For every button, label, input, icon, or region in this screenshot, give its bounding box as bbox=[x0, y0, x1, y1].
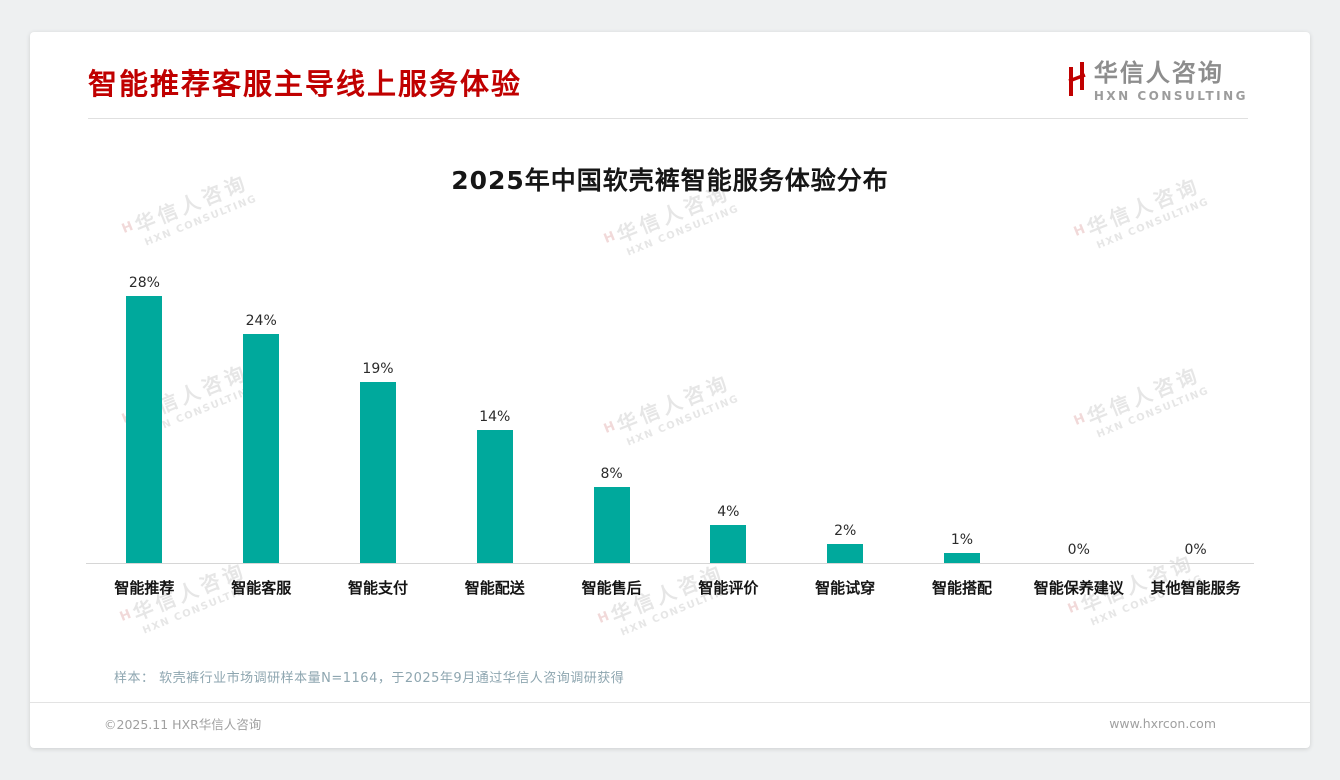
bar-column: 1% bbox=[904, 532, 1021, 563]
bar-value-label: 28% bbox=[128, 275, 160, 292]
category-label: 智能搭配 bbox=[931, 579, 992, 597]
bar-value-label: 14% bbox=[479, 408, 511, 425]
logo-company-tagline: HXN CONSULTING bbox=[1093, 88, 1248, 103]
bar bbox=[126, 296, 163, 563]
bar-column: 28% bbox=[86, 275, 203, 563]
bar-value-label: 0% bbox=[1184, 542, 1207, 558]
category-label: 智能试穿 bbox=[815, 579, 876, 597]
copyright-text: ©2025.11 HXR华信人咨询 bbox=[104, 717, 262, 732]
logo-company-name: 华信人咨询 bbox=[1093, 59, 1224, 88]
category-labels-row: 智能推荐 智能客服 智能支付 智能配送 智能售后 智能评价 智能试穿 智能搭配 智能保养建议 其他… bbox=[86, 564, 1254, 598]
bar bbox=[943, 553, 980, 563]
header: 智能推荐客服主导线上服务体验 华信人咨询 HXN CONSULTING bbox=[88, 32, 1248, 119]
website-text: www.hxrcon.com bbox=[1109, 716, 1216, 731]
category-label: 智能保养建议 bbox=[1033, 579, 1124, 597]
x-axis-line bbox=[86, 563, 1254, 564]
bar-column: 24% bbox=[203, 313, 320, 563]
page-title: 智能推荐客服主导线上服务体验 bbox=[88, 67, 523, 101]
bar-value-label: 19% bbox=[362, 360, 394, 377]
bar-value-label: 2% bbox=[834, 522, 857, 539]
bar-column: 0% bbox=[1020, 542, 1137, 563]
logo-mark-icon bbox=[1067, 60, 1087, 104]
bar-column: 4% bbox=[670, 504, 787, 563]
category-label: 智能评价 bbox=[698, 579, 759, 597]
bar bbox=[827, 543, 864, 563]
bar-value-label: 8% bbox=[600, 465, 623, 482]
chart-section: 2025年中国软壳裤智能服务体验分布 28% 24% 19% 14% 8% 4% 2% 1% 0… bbox=[30, 119, 1310, 598]
watermark-mark-icon: H bbox=[595, 608, 612, 627]
bar bbox=[476, 429, 513, 563]
bar-column: 2% bbox=[787, 523, 904, 563]
category-label: 智能推荐 bbox=[114, 579, 175, 597]
bar-column: 14% bbox=[436, 409, 553, 563]
category-label: 其他智能服务 bbox=[1150, 579, 1241, 597]
category-label: 智能客服 bbox=[231, 579, 292, 597]
watermark-mark-icon: H bbox=[1065, 598, 1082, 617]
bar-column: 8% bbox=[553, 466, 670, 563]
bar-value-label: 0% bbox=[1067, 542, 1090, 558]
sample-note: 样本： 软壳裤行业市场调研样本量N=1164，于2025年9月通过华信人咨询调研… bbox=[114, 671, 625, 686]
category-label: 智能支付 bbox=[347, 579, 408, 597]
bar-value-label: 4% bbox=[717, 503, 740, 520]
category-label: 智能配送 bbox=[464, 579, 525, 597]
footer: ©2025.11 HXR华信人咨询 www.hxrcon.com bbox=[30, 702, 1310, 748]
bar bbox=[593, 486, 630, 563]
bar-value-label: 24% bbox=[245, 313, 277, 330]
bar bbox=[710, 524, 747, 563]
report-card: 智能推荐客服主导线上服务体验 华信人咨询 HXN CONSULTING 2025… bbox=[30, 32, 1310, 748]
watermark-mark-icon: H bbox=[117, 606, 134, 625]
chart-title: 2025年中国软壳裤智能服务体验分布 bbox=[451, 166, 889, 195]
bars-row: 28% 24% 19% 14% 8% 4% 2% 1% 0% 0% bbox=[86, 243, 1254, 563]
bar bbox=[243, 334, 280, 563]
bar-column: 19% bbox=[320, 361, 437, 563]
bar-value-label: 1% bbox=[950, 532, 974, 549]
bar-chart-plot: 28% 24% 19% 14% 8% 4% 2% 1% 0% 0% 智能推荐 智能客服 智能支付 智能配… bbox=[86, 243, 1254, 598]
bar-column: 0% bbox=[1137, 542, 1254, 563]
logo-text: 华信人咨询 HXN CONSULTING bbox=[1093, 59, 1248, 103]
category-label: 智能售后 bbox=[581, 579, 642, 597]
logo: 华信人咨询 HXN CONSULTING bbox=[1067, 60, 1248, 104]
bar bbox=[359, 381, 396, 563]
